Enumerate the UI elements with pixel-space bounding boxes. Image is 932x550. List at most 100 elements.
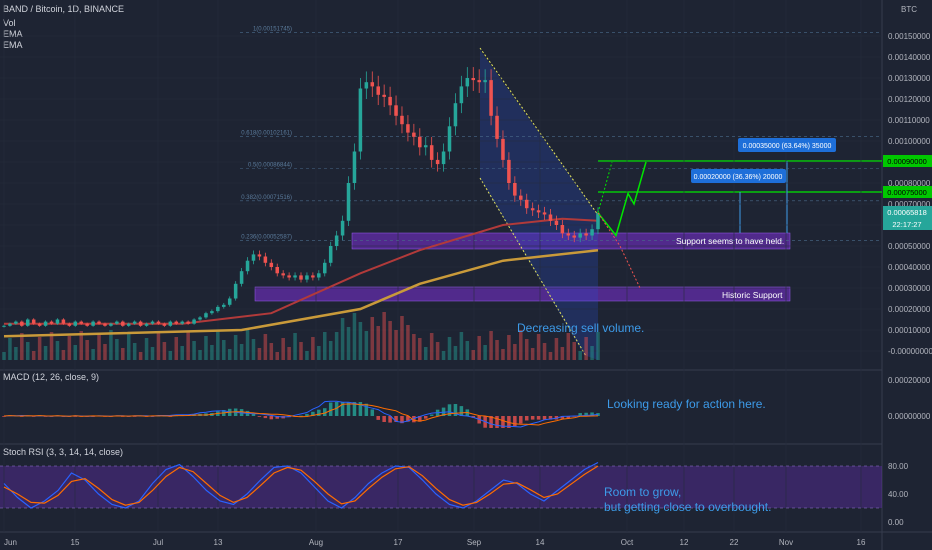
candle-body (8, 323, 12, 326)
candle-body (180, 321, 184, 324)
macd-hist-bar (370, 409, 375, 416)
candle-body (489, 80, 493, 116)
annotation-ready: Looking ready for action here. (607, 397, 766, 411)
macd-hist-bar (364, 403, 369, 416)
candle-body (121, 321, 125, 326)
macd-hist-bar (263, 416, 268, 419)
macd-hist-bar (346, 402, 351, 416)
volume-bar (263, 334, 268, 360)
time-tick: 12 (680, 538, 689, 547)
candle-body (453, 103, 458, 127)
candle-body (186, 321, 190, 324)
volume-bar (79, 331, 83, 360)
macd-hist-bar (459, 406, 464, 416)
candle-body (418, 136, 422, 148)
badge-countdown: 22:17:27 (892, 220, 921, 229)
volume-bar (465, 341, 470, 360)
candle-body (483, 80, 487, 83)
candle-body (513, 183, 517, 196)
price-tick: 0.00040000 (888, 263, 931, 272)
price-tick: 0.00110000 (888, 116, 930, 125)
volume-bar (239, 344, 244, 360)
volume-bar (548, 352, 553, 360)
macd-hist-bar (530, 416, 535, 420)
candle-body (79, 321, 83, 324)
candle-body (31, 319, 36, 324)
annotation-support-held: Support seems to have held. (676, 236, 784, 246)
fib-levels: 1(0.00151745) 0.618(0.00102161) 0.5(0.0008… (240, 26, 882, 241)
candle-body (132, 321, 137, 324)
fib-label: 0.618(0.00102161) (241, 130, 292, 136)
price-tick: 0.00030000 (888, 284, 931, 293)
historic-support-zone[interactable] (254, 286, 791, 302)
macd-hist-bar (352, 402, 357, 416)
candle-body (495, 115, 499, 139)
volume-bar (31, 351, 36, 360)
volume-bar (55, 341, 60, 360)
price-tick: 0.00150000 (888, 32, 931, 41)
candle-body (14, 321, 18, 324)
volume-bar (566, 333, 571, 360)
macd-hist-bar (322, 408, 327, 416)
legend-vol: Vol (3, 18, 16, 28)
volume-bar (530, 348, 535, 360)
candle-body (572, 235, 577, 238)
candle-body (406, 124, 410, 133)
volume-bar (121, 348, 125, 360)
badge-countdown-bg (883, 218, 932, 230)
volume-bar (453, 346, 458, 360)
volume-bar (400, 316, 404, 360)
volume-bar (204, 336, 208, 360)
candle-body (25, 319, 30, 326)
candle-body (501, 138, 505, 160)
stoch-tick: 80.00 (888, 462, 909, 471)
volume-bar (275, 352, 280, 360)
candle-body (61, 319, 66, 324)
volume-bar (441, 351, 446, 360)
stoch-d-line (3, 465, 599, 506)
macd-hist-bar (423, 416, 428, 419)
candle-body (239, 271, 244, 284)
candle-body (519, 195, 523, 200)
time-tick: Oct (621, 538, 634, 547)
volume-bar (596, 332, 600, 360)
volume-bar (2, 352, 6, 360)
currency-label: BTC (901, 5, 917, 14)
volume-bar (584, 337, 588, 360)
macd-hist-bar (340, 402, 345, 416)
macd-hist-bar (560, 416, 565, 419)
volume-bar (322, 332, 327, 360)
volume-bar (382, 312, 386, 360)
volume-bar (388, 321, 392, 360)
candle-body (560, 225, 565, 234)
macd-hist-bar (251, 413, 256, 416)
measure-label-2: 0.00035000 (63.64%) 35000 (743, 143, 832, 150)
badge-target1: 0.00075000 (887, 188, 927, 197)
candle-body (590, 229, 594, 236)
candle-body (67, 323, 72, 326)
legend-ema-2: EMA (3, 40, 23, 50)
macd-hist-bar (269, 416, 274, 420)
candle-body (73, 321, 78, 326)
volume-bar (412, 334, 416, 360)
time-tick: 16 (857, 538, 866, 547)
volume-bar (150, 347, 155, 360)
stoch-rsi-panel: 80.00 40.00 0.00 (0, 461, 909, 527)
volume-bar (245, 330, 250, 360)
candle-body (156, 321, 161, 324)
macd-hist-bar (584, 412, 588, 416)
time-tick: 15 (71, 538, 80, 547)
volume-bar (67, 336, 72, 360)
candle-body (37, 323, 42, 326)
volume-bar (222, 340, 226, 360)
macd-hist-bar (305, 413, 309, 416)
volume-bar (364, 331, 369, 360)
volume-bar (162, 342, 167, 360)
macd-hist-bar (590, 412, 594, 416)
macd-hist-bar (542, 416, 547, 420)
time-tick: Jul (153, 538, 163, 547)
volume-bar (8, 338, 12, 360)
volume-bar (590, 346, 594, 360)
macd-hist-bar (495, 416, 499, 428)
